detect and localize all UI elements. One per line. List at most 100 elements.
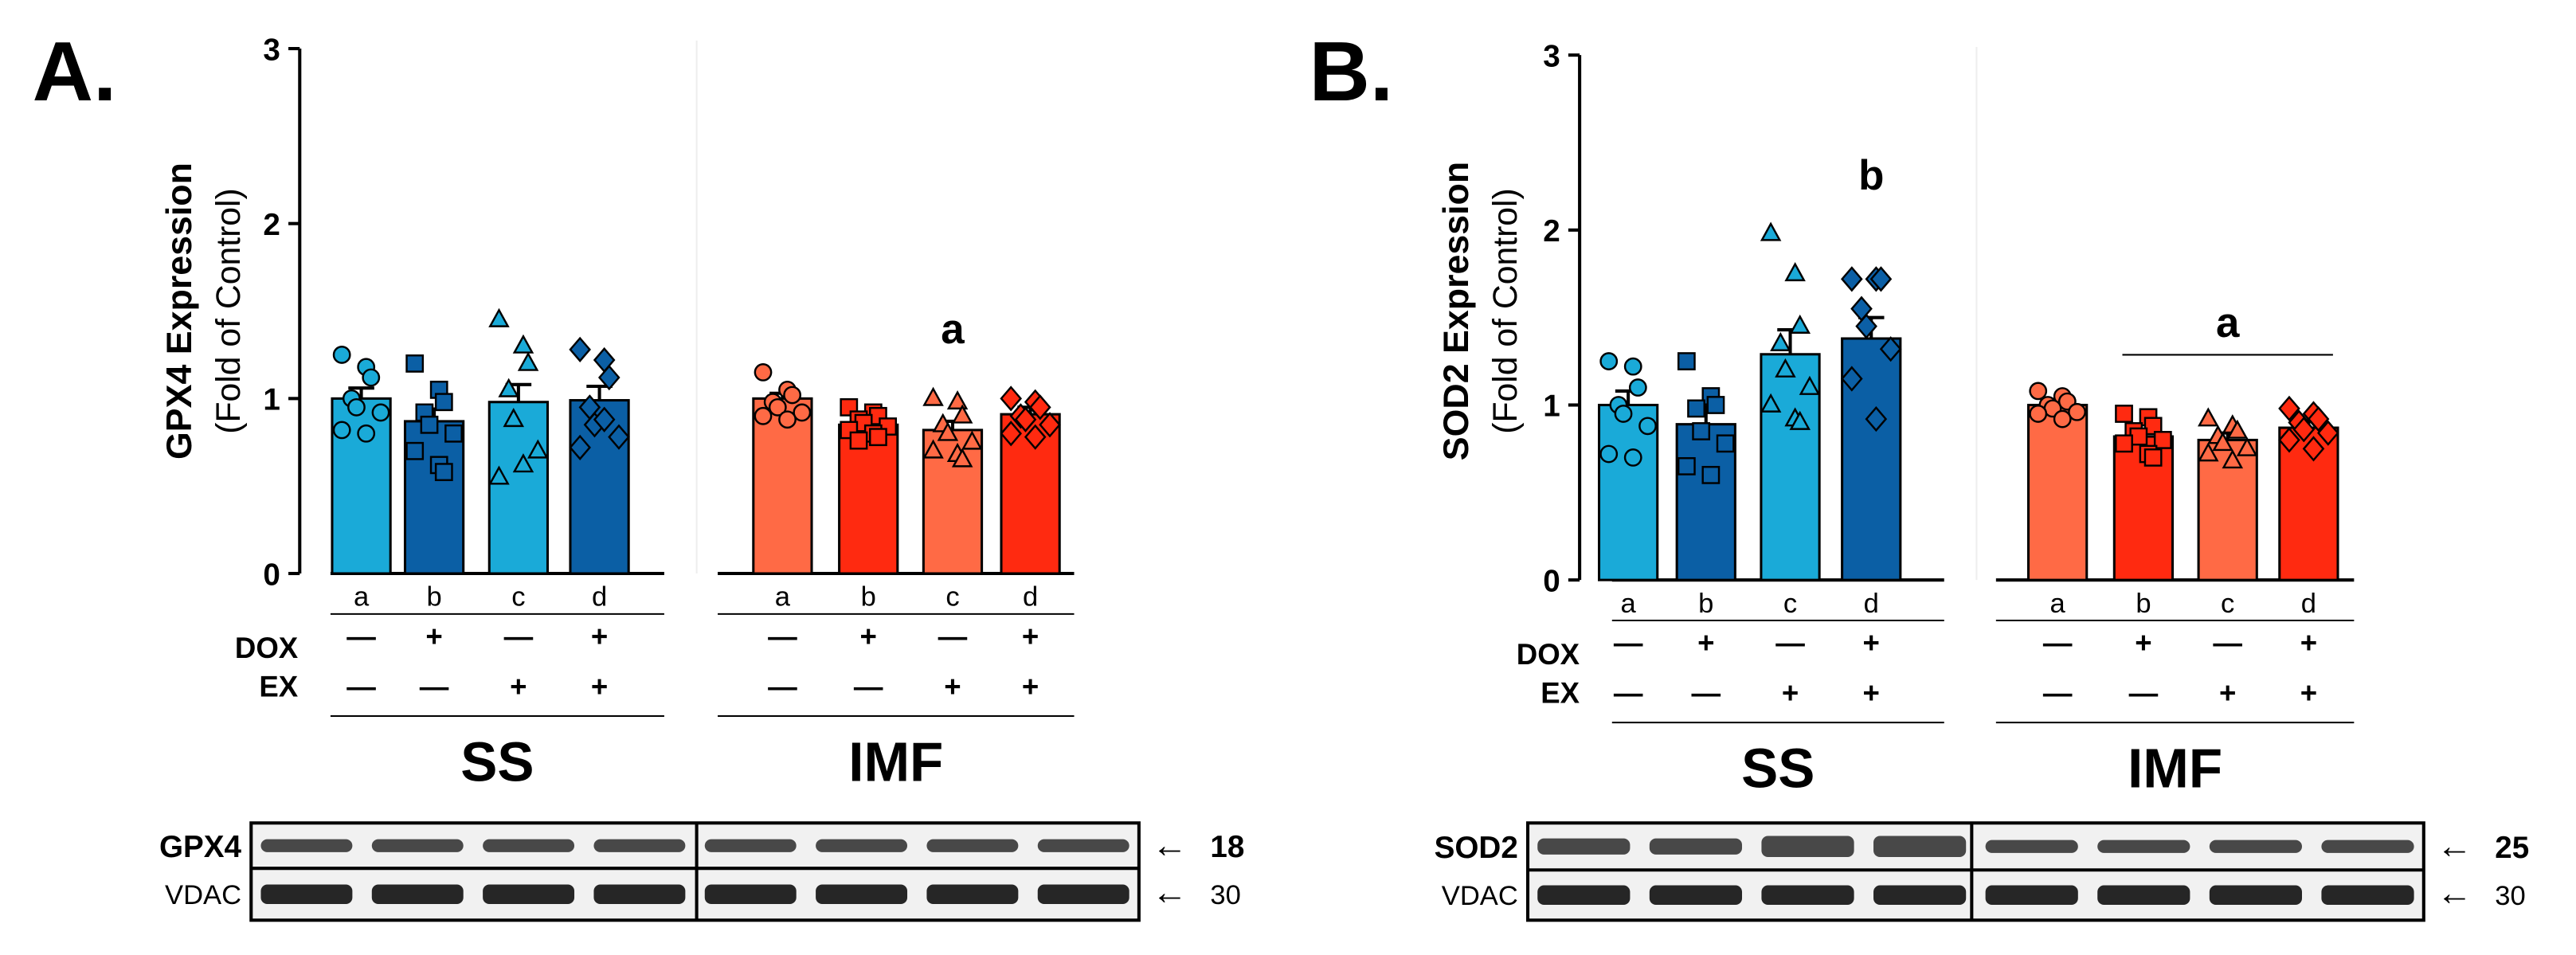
data-point [869, 428, 887, 447]
loading-band [1873, 885, 1967, 905]
data-point [2053, 409, 2072, 429]
data-point [1628, 378, 1647, 397]
ex-sign: — [768, 671, 797, 703]
ex-sign: + [1782, 677, 1799, 710]
ex-sign: — [1614, 677, 1643, 710]
row-label-dox: DOX [1517, 638, 1580, 671]
data-point [1784, 262, 1806, 282]
protein-band [593, 839, 686, 852]
data-point [332, 346, 351, 364]
data-point [783, 386, 801, 405]
data-point [1677, 352, 1696, 370]
data-point [1841, 266, 1863, 292]
blot-loading-kda: 30 [2495, 881, 2525, 911]
data-point [362, 368, 381, 387]
data-point [517, 351, 539, 371]
group-label: IMF [848, 730, 943, 793]
data-point [2278, 395, 2300, 421]
x-category-label: d [592, 582, 607, 613]
bar [838, 423, 899, 575]
data-point [1865, 405, 1888, 432]
protein-band [926, 839, 1019, 852]
data-point [1028, 394, 1051, 421]
dox-sign: + [2135, 627, 2151, 659]
data-point [1716, 434, 1735, 453]
x-category-label: c [2221, 589, 2234, 619]
data-point [754, 363, 773, 382]
data-point [488, 465, 510, 485]
data-point [444, 424, 463, 443]
data-point [405, 441, 425, 460]
data-point [2307, 405, 2330, 432]
data-point [1706, 396, 1725, 414]
ex-sign: — [346, 671, 376, 703]
loading-band [260, 884, 353, 904]
protein-band [1985, 840, 2078, 853]
loading-band [816, 884, 908, 904]
loading-band [593, 884, 686, 904]
dox-sign: — [346, 620, 376, 653]
bar [487, 401, 550, 575]
dox-sign: — [2043, 627, 2073, 659]
data-point [1623, 448, 1642, 467]
data-point [1841, 366, 1863, 392]
ex-sign: — [2043, 677, 2073, 710]
ex-sign: — [2129, 677, 2159, 710]
group-label: IMF [2128, 738, 2222, 800]
data-point [405, 354, 425, 373]
data-point [597, 364, 621, 391]
data-point [608, 424, 630, 450]
data-point [922, 386, 944, 406]
data-point [2292, 417, 2316, 443]
data-point [512, 453, 534, 473]
data-point [1692, 422, 1711, 440]
ex-sign: + [944, 671, 961, 703]
protein-band [2209, 840, 2303, 853]
dox-sign: + [1022, 620, 1039, 653]
loading-band [2321, 885, 2414, 905]
panel-label: A. [33, 25, 117, 119]
data-point [1879, 336, 1902, 362]
y-tick-label: 0 [263, 558, 280, 592]
dox-sign: — [1614, 627, 1643, 659]
protein-band [704, 839, 797, 852]
y-tick-label: 1 [1543, 389, 1560, 424]
data-point [2115, 434, 2133, 453]
dox-sign: + [591, 620, 608, 653]
x-category-label: d [2301, 589, 2316, 619]
y-tick-label: 3 [1543, 39, 1560, 73]
data-point [1770, 331, 1791, 351]
data-point [347, 397, 366, 417]
data-point [434, 463, 453, 482]
loading-band [1761, 885, 1854, 905]
significance-letter: a [2216, 299, 2240, 346]
data-point [2153, 431, 2172, 449]
data-point [1677, 456, 1696, 476]
y-tick-label: 1 [263, 383, 280, 417]
loading-band [1037, 884, 1129, 904]
data-point [1039, 412, 1061, 438]
protein-band [1037, 839, 1129, 852]
y-axis-subtitle: (Fold of Control) [1486, 188, 1525, 434]
series-ss: a — — b + — c — + d + + SS [330, 307, 664, 793]
x-category-label: c [1783, 589, 1797, 619]
data-point [946, 390, 969, 410]
loading-band [1985, 885, 2078, 905]
data-point [420, 415, 439, 434]
ex-sign: + [2300, 677, 2317, 710]
data-point [2143, 448, 2163, 467]
data-point [1623, 357, 1642, 376]
data-point [2029, 382, 2048, 401]
data-point [961, 430, 983, 450]
x-category-label: a [1621, 589, 1637, 619]
blot-protein-kda: 18 [1210, 830, 1244, 864]
data-point [1024, 424, 1047, 450]
dox-sign: + [425, 620, 442, 653]
data-point [371, 403, 390, 422]
panel-label: B. [1309, 25, 1393, 119]
data-point [2236, 436, 2258, 456]
data-point [2212, 432, 2233, 452]
loading-band [1649, 885, 1743, 905]
